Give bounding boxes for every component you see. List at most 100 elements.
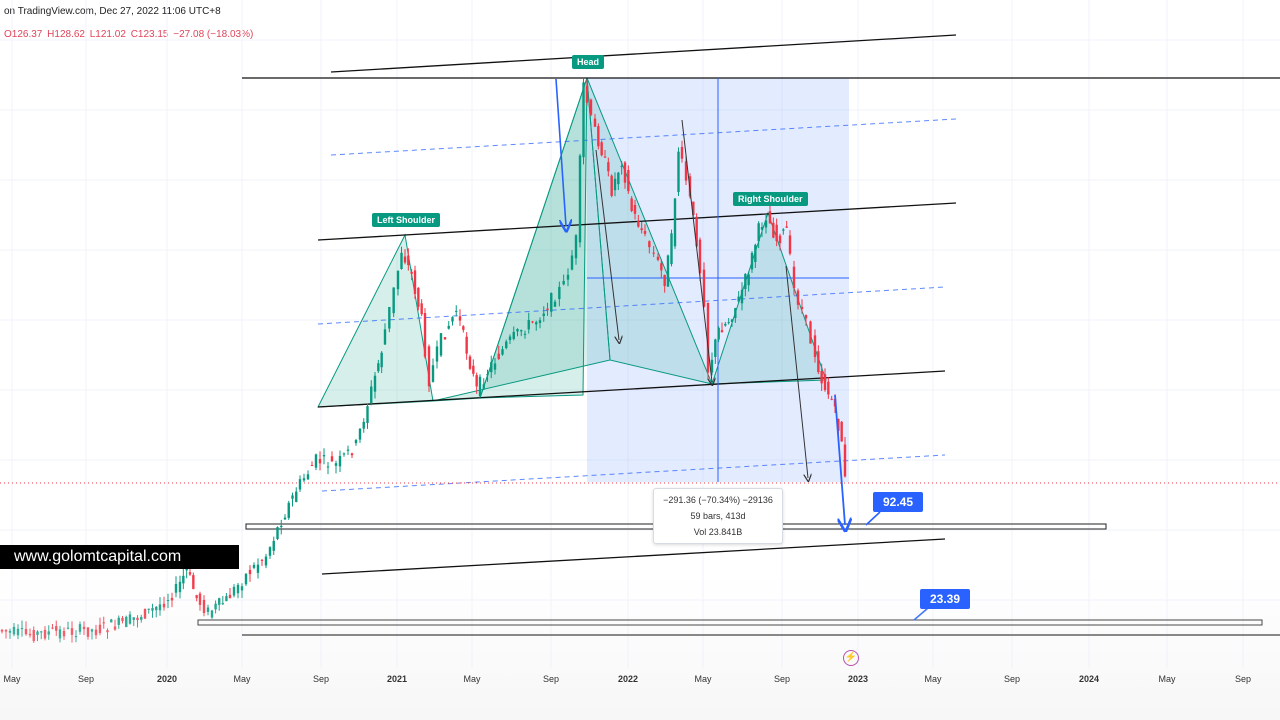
candle-body <box>617 172 620 185</box>
candle-body <box>377 363 380 372</box>
candle-body <box>623 162 627 183</box>
candle-body <box>125 616 128 628</box>
candle-body <box>817 351 820 372</box>
candle-body <box>501 349 504 355</box>
candle-body <box>40 631 43 633</box>
candle-body <box>16 628 20 636</box>
x-tick-label: Sep <box>773 674 791 684</box>
ohlc-close: C123.15 <box>130 29 169 40</box>
chart-grid <box>0 0 1280 668</box>
candle-body <box>260 559 264 561</box>
candle-body <box>32 630 35 642</box>
candle-body <box>276 527 279 540</box>
candle-body <box>610 175 613 196</box>
candle-body <box>102 622 105 624</box>
price-chart[interactable] <box>0 0 1280 668</box>
candle-body <box>782 229 785 231</box>
candle-body <box>804 314 808 319</box>
candle-body <box>666 255 670 287</box>
candle-body <box>206 607 210 612</box>
candle-body <box>754 244 757 262</box>
candle-body <box>706 302 710 373</box>
candle-body <box>366 406 369 423</box>
candle-body <box>656 256 660 260</box>
candle-body <box>531 321 534 323</box>
candle-body <box>465 336 468 354</box>
candle-body <box>403 256 407 263</box>
candle-body <box>698 239 702 274</box>
candle-body <box>720 330 724 333</box>
candle-body <box>508 336 512 341</box>
candle-body <box>388 306 391 329</box>
candle-body <box>785 226 788 228</box>
candle-body <box>768 211 772 224</box>
candle-body <box>318 459 322 464</box>
candle-body <box>132 617 135 620</box>
candle-body <box>778 235 782 244</box>
candle-body <box>600 142 603 156</box>
candle-body <box>593 118 597 127</box>
candle-body <box>566 274 570 280</box>
candle-body <box>128 614 132 624</box>
candle-body <box>447 325 450 329</box>
candle-body <box>192 575 195 590</box>
candle-body <box>431 365 435 382</box>
candle-body <box>727 322 730 324</box>
candle-body <box>585 85 589 103</box>
candle-body <box>43 629 47 639</box>
candle-body <box>648 241 651 248</box>
candle-body <box>633 204 637 214</box>
head-label: Head <box>572 55 605 69</box>
candle-body <box>218 598 221 605</box>
ohlc-low: L121.02 <box>89 29 126 40</box>
candle-body <box>358 428 362 440</box>
candle-body <box>155 606 158 611</box>
candle-body <box>443 337 447 340</box>
candle-body <box>740 289 744 304</box>
candle-body <box>166 600 170 602</box>
candle-body <box>400 252 403 270</box>
candle-body <box>680 146 684 159</box>
candle-body <box>482 384 485 389</box>
candle-body <box>338 456 342 467</box>
candle-body <box>117 617 120 625</box>
candle-body <box>291 495 294 499</box>
candle-body <box>4 629 8 632</box>
candle-body <box>136 617 139 621</box>
x-tick-label: Sep <box>312 674 330 684</box>
candle-body <box>607 162 610 172</box>
candle-body <box>603 156 607 158</box>
x-tick-label: 2023 <box>847 674 869 684</box>
measure-tooltip: −291.36 (−70.34%) −29136 59 bars, 413d V… <box>653 488 783 544</box>
candle-body <box>670 233 673 265</box>
candle-body <box>637 220 640 227</box>
candle-body <box>520 330 523 332</box>
ohlc-change: −27.08 (−18.03%) <box>173 29 254 40</box>
x-tick-label: 2024 <box>1078 674 1100 684</box>
candle-body <box>538 320 542 323</box>
candle-body <box>62 630 66 637</box>
candle-body <box>143 609 147 619</box>
candle-body <box>562 280 565 285</box>
candle-body <box>570 255 574 270</box>
candle-body <box>423 313 427 357</box>
candle-body <box>272 540 275 551</box>
candle-body <box>490 362 493 373</box>
candle-body <box>240 586 244 591</box>
neck-upper-line <box>317 202 957 241</box>
candle-body <box>236 584 240 594</box>
candle-body <box>695 216 698 247</box>
candle-body <box>82 626 86 630</box>
candle-body <box>20 627 24 630</box>
x-tick-label: 2021 <box>386 674 408 684</box>
candle-body <box>435 346 439 362</box>
candle-body <box>188 572 192 575</box>
candle-body <box>458 316 462 321</box>
candle-body <box>202 599 206 614</box>
event-bolt-icon[interactable]: ⚡ <box>843 650 859 666</box>
candle-body <box>51 627 54 629</box>
candle-body <box>170 597 174 601</box>
support-zone-2 <box>197 619 1263 626</box>
candle-body <box>455 310 458 312</box>
candle-body <box>295 491 298 502</box>
